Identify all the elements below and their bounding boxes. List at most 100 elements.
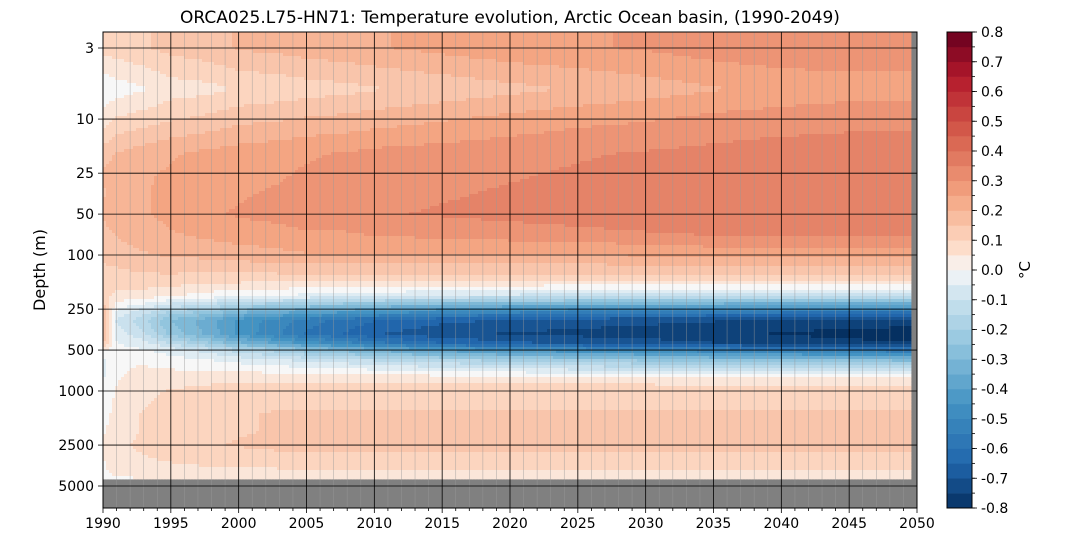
field-cell (118, 185, 121, 188)
field-cell (136, 392, 139, 395)
field-cell (103, 71, 106, 74)
field-cell (145, 179, 148, 182)
field-cell (130, 344, 133, 347)
field-cell (109, 377, 112, 380)
field-cell (118, 182, 121, 185)
field-cell (136, 290, 139, 293)
field-cell (148, 323, 151, 326)
field-cell (139, 122, 142, 125)
field-cell (109, 344, 112, 347)
field-cell (145, 221, 148, 224)
field-cell (148, 359, 151, 362)
field-cell (124, 38, 127, 41)
field-cell (130, 59, 133, 62)
field-cell (145, 224, 148, 227)
field-cell (136, 398, 139, 401)
field-cell (112, 332, 115, 335)
field-cell (112, 284, 115, 287)
field-cell (148, 332, 151, 335)
field-cell (139, 131, 142, 134)
field-cell (124, 194, 127, 197)
field-cell (103, 248, 106, 251)
field-cell (121, 251, 124, 254)
field-cell (112, 110, 115, 113)
field-cell (133, 380, 136, 383)
field-cell (139, 95, 142, 98)
field-cell (136, 395, 139, 398)
field-cell (118, 293, 121, 296)
field-cell (145, 80, 148, 83)
field-cell (136, 323, 139, 326)
field-cell (130, 167, 133, 170)
field-cell (136, 317, 139, 320)
field-cell (130, 437, 133, 440)
field-cell (109, 260, 112, 263)
field-cell (103, 221, 106, 224)
field-cell (139, 80, 142, 83)
field-cell (106, 290, 109, 293)
field-cell (106, 164, 109, 167)
field-cell (112, 434, 115, 437)
field-cell (121, 368, 124, 371)
field-cell (139, 305, 142, 308)
field-cell (106, 146, 109, 149)
field-cell (139, 161, 142, 164)
field-cell (145, 176, 148, 179)
field-cell (121, 428, 124, 431)
field-cell (139, 242, 142, 245)
field-cell (109, 332, 112, 335)
field-cell (136, 446, 139, 449)
field-cell (118, 230, 121, 233)
field-cell (112, 383, 115, 386)
field-cell (106, 416, 109, 419)
field-cell (148, 149, 151, 152)
field-cell (124, 467, 127, 470)
field-cell (118, 143, 121, 146)
field-cell (106, 56, 109, 59)
field-cell (145, 401, 148, 404)
field-cell (112, 419, 115, 422)
field-cell (145, 77, 148, 80)
field-cell (133, 431, 136, 434)
field-cell (109, 203, 112, 206)
field-cell (109, 137, 112, 140)
field-cell (124, 440, 127, 443)
field-cell (103, 290, 106, 293)
field-cell (112, 404, 115, 407)
field-cell (121, 278, 124, 281)
field-cell (103, 302, 106, 305)
field-cell (124, 167, 127, 170)
field-cell (148, 329, 151, 332)
field-cell (124, 338, 127, 341)
field-cell (124, 383, 127, 386)
field-cell (118, 365, 121, 368)
field-cell (148, 35, 151, 38)
field-cell (112, 461, 115, 464)
field-cell (124, 59, 127, 62)
field-cell (136, 80, 139, 83)
field-cell (139, 407, 142, 410)
field-cell (112, 191, 115, 194)
field-cell (112, 113, 115, 116)
field-cell (139, 272, 142, 275)
field-cell (139, 302, 142, 305)
field-cell (118, 179, 121, 182)
field-cell (148, 32, 151, 35)
field-cell (121, 356, 124, 359)
field-cell (145, 302, 148, 305)
field-cell (148, 164, 151, 167)
field-cell (145, 122, 148, 125)
field-cell (136, 293, 139, 296)
field-cell (133, 236, 136, 239)
field-cell (103, 413, 106, 416)
field-cell (103, 386, 106, 389)
field-cell (112, 287, 115, 290)
field-cell (112, 437, 115, 440)
field-cell (148, 74, 151, 77)
field-cell (136, 356, 139, 359)
field-cell (148, 182, 151, 185)
field-cell (112, 386, 115, 389)
field-cell (139, 164, 142, 167)
field-cell (136, 437, 139, 440)
field-cell (121, 341, 124, 344)
